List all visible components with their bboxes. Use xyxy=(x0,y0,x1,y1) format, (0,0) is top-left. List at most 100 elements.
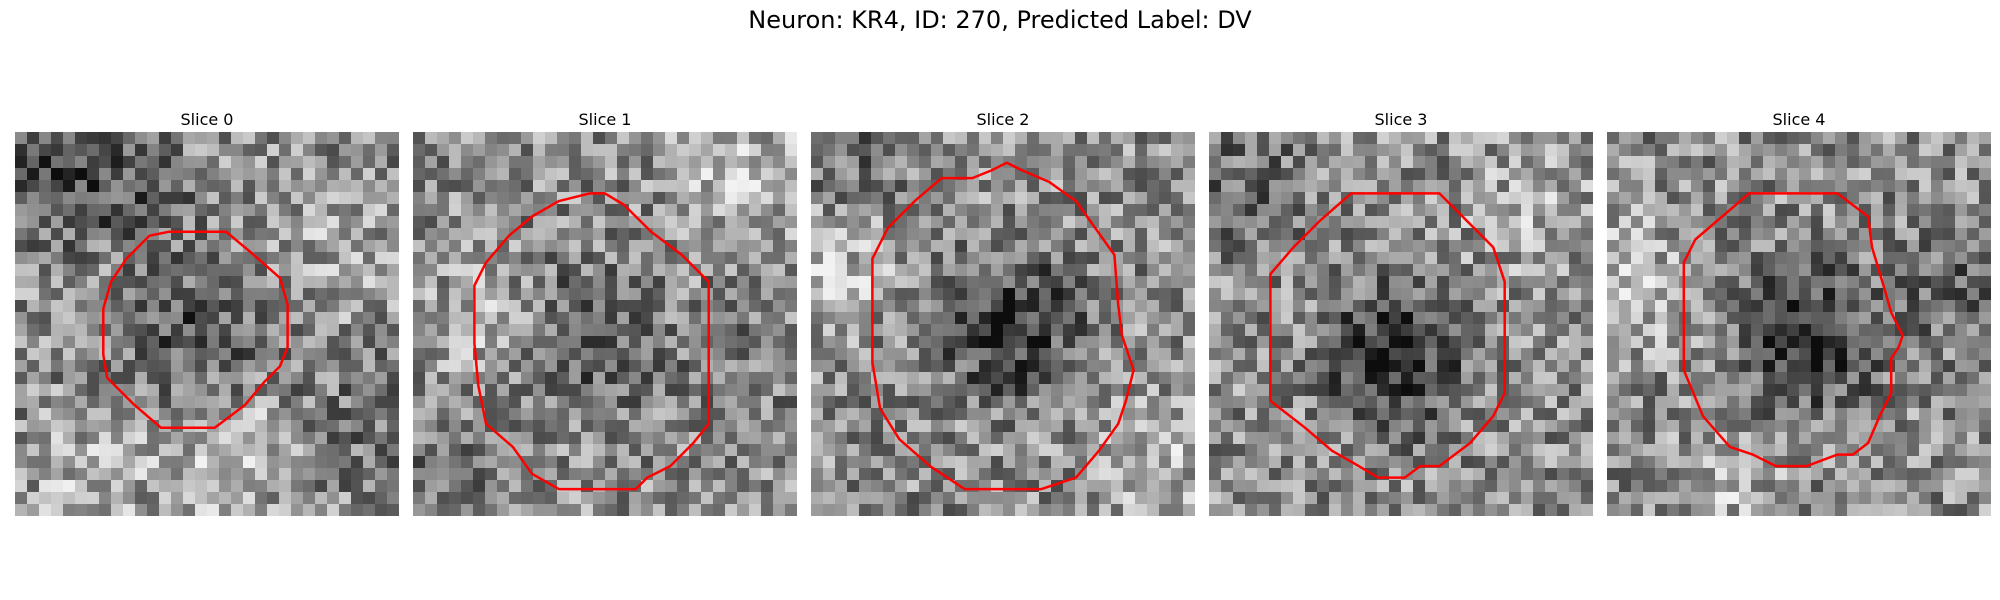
image-pixel xyxy=(111,312,124,325)
image-pixel xyxy=(1739,420,1752,433)
image-pixel xyxy=(327,180,340,193)
image-pixel xyxy=(279,336,292,349)
image-pixel xyxy=(1365,444,1378,457)
image-pixel xyxy=(955,156,968,169)
image-pixel xyxy=(1087,276,1100,289)
image-pixel xyxy=(207,276,220,289)
image-pixel xyxy=(111,324,124,337)
image-pixel xyxy=(1895,132,1908,145)
image-pixel xyxy=(581,264,594,277)
image-pixel xyxy=(1123,264,1136,277)
image-pixel xyxy=(339,408,352,421)
image-pixel xyxy=(773,300,786,313)
image-pixel xyxy=(1545,144,1558,157)
image-pixel xyxy=(51,300,64,313)
image-pixel xyxy=(1353,156,1366,169)
image-pixel xyxy=(1919,168,1932,181)
image-pixel xyxy=(1317,324,1330,337)
image-pixel xyxy=(895,444,908,457)
image-pixel xyxy=(569,480,582,493)
image-pixel xyxy=(1003,168,1016,181)
image-pixel xyxy=(725,312,738,325)
image-pixel xyxy=(1667,276,1680,289)
image-pixel xyxy=(1799,384,1812,397)
image-pixel xyxy=(1715,252,1728,265)
image-pixel xyxy=(1051,288,1064,301)
image-pixel xyxy=(1919,432,1932,445)
image-pixel xyxy=(1317,144,1330,157)
image-pixel xyxy=(1569,456,1582,469)
image-pixel xyxy=(1221,240,1234,253)
image-pixel xyxy=(1003,132,1016,145)
image-pixel xyxy=(1607,432,1620,445)
image-pixel xyxy=(425,192,438,205)
image-pixel xyxy=(1871,324,1884,337)
image-pixel xyxy=(1485,156,1498,169)
image-pixel xyxy=(1919,204,1932,217)
image-pixel xyxy=(375,348,388,361)
image-pixel xyxy=(1751,132,1764,145)
image-pixel xyxy=(811,192,824,205)
image-pixel xyxy=(449,456,462,469)
image-pixel xyxy=(1269,312,1282,325)
image-pixel xyxy=(1871,216,1884,229)
image-pixel xyxy=(1667,252,1680,265)
image-pixel xyxy=(1293,156,1306,169)
image-pixel xyxy=(847,288,860,301)
image-pixel xyxy=(1003,396,1016,409)
image-pixel xyxy=(1329,504,1342,516)
image-pixel xyxy=(1691,288,1704,301)
image-pixel xyxy=(1159,468,1172,481)
image-pixel xyxy=(1209,432,1222,445)
image-pixel xyxy=(545,168,558,181)
image-pixel xyxy=(1461,384,1474,397)
image-pixel xyxy=(303,480,316,493)
image-pixel xyxy=(1943,228,1956,241)
image-pixel xyxy=(533,252,546,265)
image-pixel xyxy=(1473,240,1486,253)
image-pixel xyxy=(461,300,474,313)
image-pixel xyxy=(1607,192,1620,205)
image-pixel xyxy=(967,312,980,325)
image-pixel xyxy=(835,300,848,313)
image-pixel xyxy=(219,336,232,349)
image-pixel xyxy=(1919,264,1932,277)
image-pixel xyxy=(1051,468,1064,481)
image-pixel xyxy=(291,204,304,217)
image-pixel xyxy=(339,456,352,469)
image-pixel xyxy=(823,360,836,373)
image-pixel xyxy=(641,336,654,349)
image-pixel xyxy=(1979,216,1991,229)
image-pixel xyxy=(1401,360,1414,373)
image-pixel xyxy=(351,456,364,469)
image-pixel xyxy=(485,504,498,516)
image-pixel xyxy=(497,468,510,481)
image-pixel xyxy=(231,420,244,433)
image-pixel xyxy=(1715,348,1728,361)
image-pixel xyxy=(99,264,112,277)
image-pixel xyxy=(1281,444,1294,457)
image-pixel xyxy=(1365,348,1378,361)
image-pixel xyxy=(931,480,944,493)
image-pixel xyxy=(931,336,944,349)
image-pixel xyxy=(1943,168,1956,181)
image-pixel xyxy=(1063,480,1076,493)
image-pixel xyxy=(243,276,256,289)
image-pixel xyxy=(1245,384,1258,397)
image-pixel xyxy=(629,252,642,265)
image-pixel xyxy=(63,384,76,397)
image-pixel xyxy=(581,216,594,229)
image-pixel xyxy=(1329,252,1342,265)
image-pixel xyxy=(919,288,932,301)
image-pixel xyxy=(1365,312,1378,325)
image-pixel xyxy=(1437,468,1450,481)
image-pixel xyxy=(351,312,364,325)
image-pixel xyxy=(1533,228,1546,241)
image-pixel xyxy=(509,384,522,397)
image-pixel xyxy=(1317,336,1330,349)
image-pixel xyxy=(1557,300,1570,313)
image-pixel xyxy=(1425,420,1438,433)
image-pixel xyxy=(1135,408,1148,421)
image-pixel xyxy=(219,372,232,385)
image-pixel xyxy=(1715,300,1728,313)
